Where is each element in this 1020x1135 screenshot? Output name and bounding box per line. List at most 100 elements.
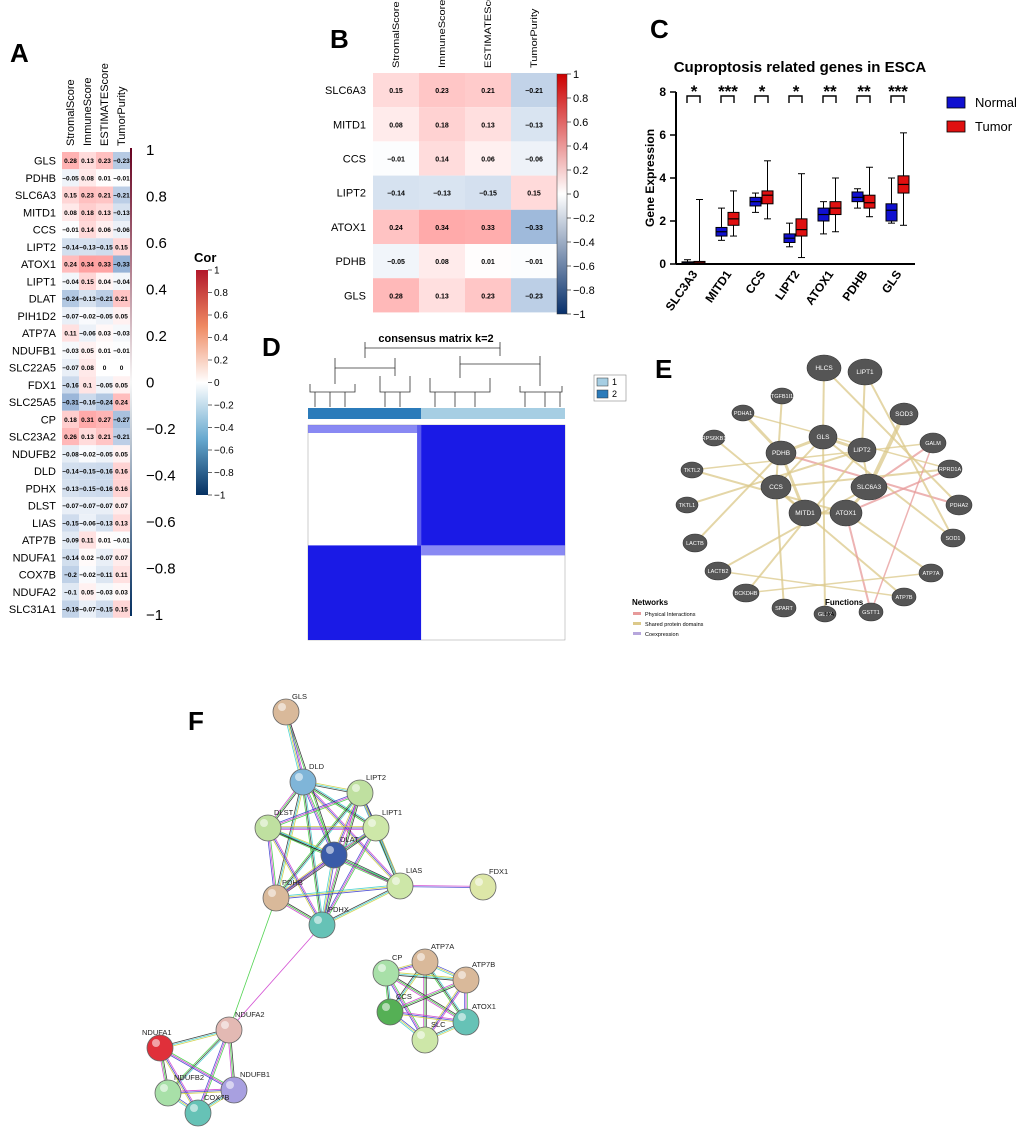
- panel-b-col-header: StromalScore: [392, 1, 402, 68]
- panel-f-node: [346, 779, 374, 807]
- panel-a-cell: [113, 359, 130, 377]
- panel-a-cell-label: −0.13: [79, 296, 96, 303]
- panel-f-node-label: CP: [392, 953, 402, 962]
- panel-b-colorbar: [556, 73, 568, 315]
- panel-f-node-label: COX7B: [204, 1093, 229, 1102]
- panel-e-node: [847, 437, 877, 463]
- panel-a-cell-label: 0.05: [115, 382, 128, 389]
- panel-a-cell-label: 0.34: [81, 262, 94, 269]
- panel-a-cell-label: −0.01: [62, 227, 79, 234]
- panel-a-cell: [96, 462, 113, 480]
- panel-e-node: [940, 528, 966, 548]
- panel-a-row-label: PIH1D2: [17, 311, 56, 323]
- panel-e-node: [937, 459, 963, 479]
- panel-a-cell-label: −0.13: [62, 486, 79, 493]
- panel-e-network: HLCS LIPT1 SOD3 GALM RPRD1A PDHA2 SOD1 ATP7A ATP…: [632, 354, 973, 638]
- panel-a-cell: [113, 410, 130, 428]
- panel-b-cell-label: 0.18: [435, 122, 449, 129]
- panel-a-cell: [96, 376, 113, 394]
- panel-a-cell-label: −0.07: [96, 555, 113, 562]
- panel-f-node-highlight: [152, 1039, 160, 1047]
- panel-e-node: [945, 494, 973, 516]
- panel-a-cell-label: 0.01: [98, 538, 111, 545]
- panel-a-cell: [79, 566, 96, 584]
- panel-a-cell: [96, 290, 113, 308]
- panel-c-box-normal: [885, 203, 898, 222]
- panel-e-edge: [845, 468, 951, 514]
- panel-a-scale-tick: −0.8: [146, 561, 176, 578]
- panel-b-cell-label: 0.34: [435, 225, 449, 232]
- panel-a-cell-label: −0.04: [62, 279, 79, 286]
- panel-a-cell: [79, 583, 96, 601]
- panel-a-cell: [79, 341, 96, 359]
- panel-a-cell: [96, 203, 113, 221]
- panel-a-legend-bar: [196, 270, 208, 495]
- panel-a-cell: [96, 583, 113, 601]
- panel-e-node: [919, 432, 947, 454]
- panel-e-node-label: SPART: [775, 606, 793, 612]
- legend-coexpression-label: Coexpression: [645, 632, 679, 638]
- panel-d-dendrogram-branch: [429, 378, 491, 393]
- panel-a-cell: [62, 479, 79, 497]
- panel-a-row-label: SLC23A2: [9, 432, 56, 444]
- panel-f-edge: [268, 827, 324, 925]
- panel-b-cell-label: 0.01: [481, 259, 495, 266]
- panel-e-node-label: PDHB: [772, 450, 790, 457]
- panel-b-row-label: ATOX1: [331, 222, 366, 234]
- panel-e-edge: [717, 570, 905, 598]
- panel-a-row-label: SLC25A5: [9, 397, 56, 409]
- panel-a-row-label: SLC31A1: [9, 604, 56, 616]
- panel-b-cell: [465, 107, 511, 142]
- panel-a-cell-label: −0.02: [79, 313, 96, 320]
- panel-a-cell-label: −0.24: [62, 296, 79, 303]
- panel-a-cell-label: −0.14: [62, 469, 79, 476]
- panel-a-cell: [96, 186, 113, 204]
- panel-f-node-highlight: [417, 1031, 425, 1039]
- panel-d-block-low: [312, 433, 416, 540]
- panel-e-node-label: SOD1: [946, 536, 961, 542]
- panel-c-sig-stars: *: [793, 82, 800, 101]
- panel-f-node-label: PDHX: [328, 905, 349, 914]
- panel-a-cell: [79, 600, 96, 618]
- panel-e-node: [850, 473, 888, 501]
- panel-e-node-label: LACTB2: [708, 569, 729, 575]
- cluster-bar-2: [421, 408, 565, 419]
- panel-a-cell: [113, 272, 130, 290]
- panel-a-cell-label: −0.21: [96, 296, 113, 303]
- panel-a-row-label: CP: [41, 414, 56, 426]
- panel-a-cell-label: 0.23: [81, 193, 94, 200]
- panel-b-row-label: SLC6A3: [325, 85, 366, 97]
- panel-f-edge: [197, 1029, 230, 1114]
- panel-a-row-label: PDHB: [25, 173, 56, 185]
- panel-c-x-label: ATOX1: [803, 267, 837, 307]
- legend-shared-swatch: [633, 622, 641, 625]
- panel-e-node: [760, 474, 792, 500]
- panel-e-node: [891, 587, 917, 607]
- panel-b-cell: [373, 141, 419, 176]
- panel-a-cell-label: 0.13: [115, 520, 128, 527]
- panel-c-y-tick: 4: [659, 171, 666, 185]
- panel-b-col-header: TumorPurity: [530, 9, 540, 68]
- panel-a-cell: [96, 566, 113, 584]
- panel-a-cell: [79, 445, 96, 463]
- panel-f-edge: [274, 791, 360, 898]
- panel-f-edge: [275, 885, 401, 899]
- panel-c-x-label: MITD1: [702, 267, 734, 305]
- panel-a-row-label: SLC22A5: [9, 363, 56, 375]
- panel-f-edge: [385, 973, 466, 982]
- panel-a-cell-label: 0.05: [115, 313, 128, 320]
- panel-a-scale-tick: −0.6: [146, 514, 176, 531]
- panel-a-cell: [113, 186, 130, 204]
- panel-f-edge: [321, 827, 377, 926]
- panel-a-cell-label: −0.21: [113, 193, 130, 200]
- panel-f-node-highlight: [160, 1084, 168, 1092]
- panel-a-cell: [79, 497, 96, 515]
- panel-d-dendrogram-branch: [519, 386, 563, 393]
- panel-f-node: [215, 1016, 243, 1044]
- panel-a-cell-label: −0.07: [79, 607, 96, 614]
- panel-a-cell: [113, 152, 130, 170]
- panel-a-cell-label: −0.1: [64, 589, 77, 596]
- panel-a-cell: [79, 514, 96, 532]
- panel-f-node-label: LIPT1: [382, 808, 402, 817]
- panel-a-cell-label: −0.06: [79, 331, 96, 338]
